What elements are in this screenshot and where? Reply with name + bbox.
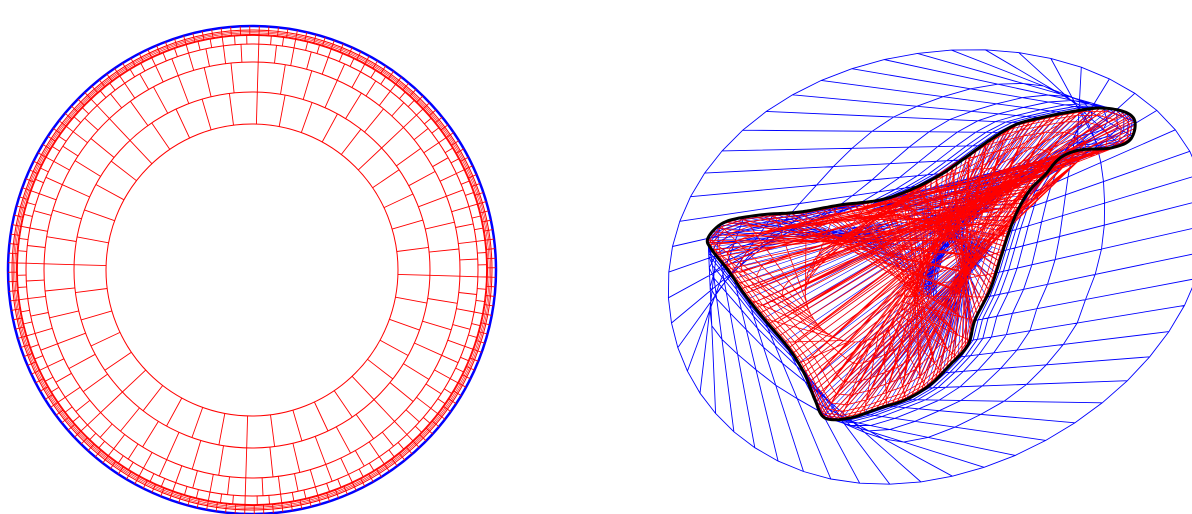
mesh-ring bbox=[43, 61, 461, 479]
mesh-radial-spokes bbox=[7, 25, 497, 514]
mesh-ring bbox=[16, 34, 488, 506]
mesh-fine-ring bbox=[14, 32, 490, 508]
mesh-ring bbox=[25, 43, 479, 497]
mesh-ring bbox=[73, 91, 431, 449]
mesh-ring bbox=[105, 123, 399, 417]
island-coastline bbox=[705, 106, 1137, 422]
outer-boundary-circle bbox=[6, 24, 498, 514]
island-mesh-figure bbox=[667, 49, 1192, 485]
annular-mesh-figure bbox=[6, 24, 498, 514]
mesh-fine-ring bbox=[15, 33, 489, 507]
mesh-ring bbox=[11, 29, 493, 511]
mesh-fine-ring bbox=[17, 35, 487, 505]
mesh-fine-ring bbox=[13, 31, 491, 509]
